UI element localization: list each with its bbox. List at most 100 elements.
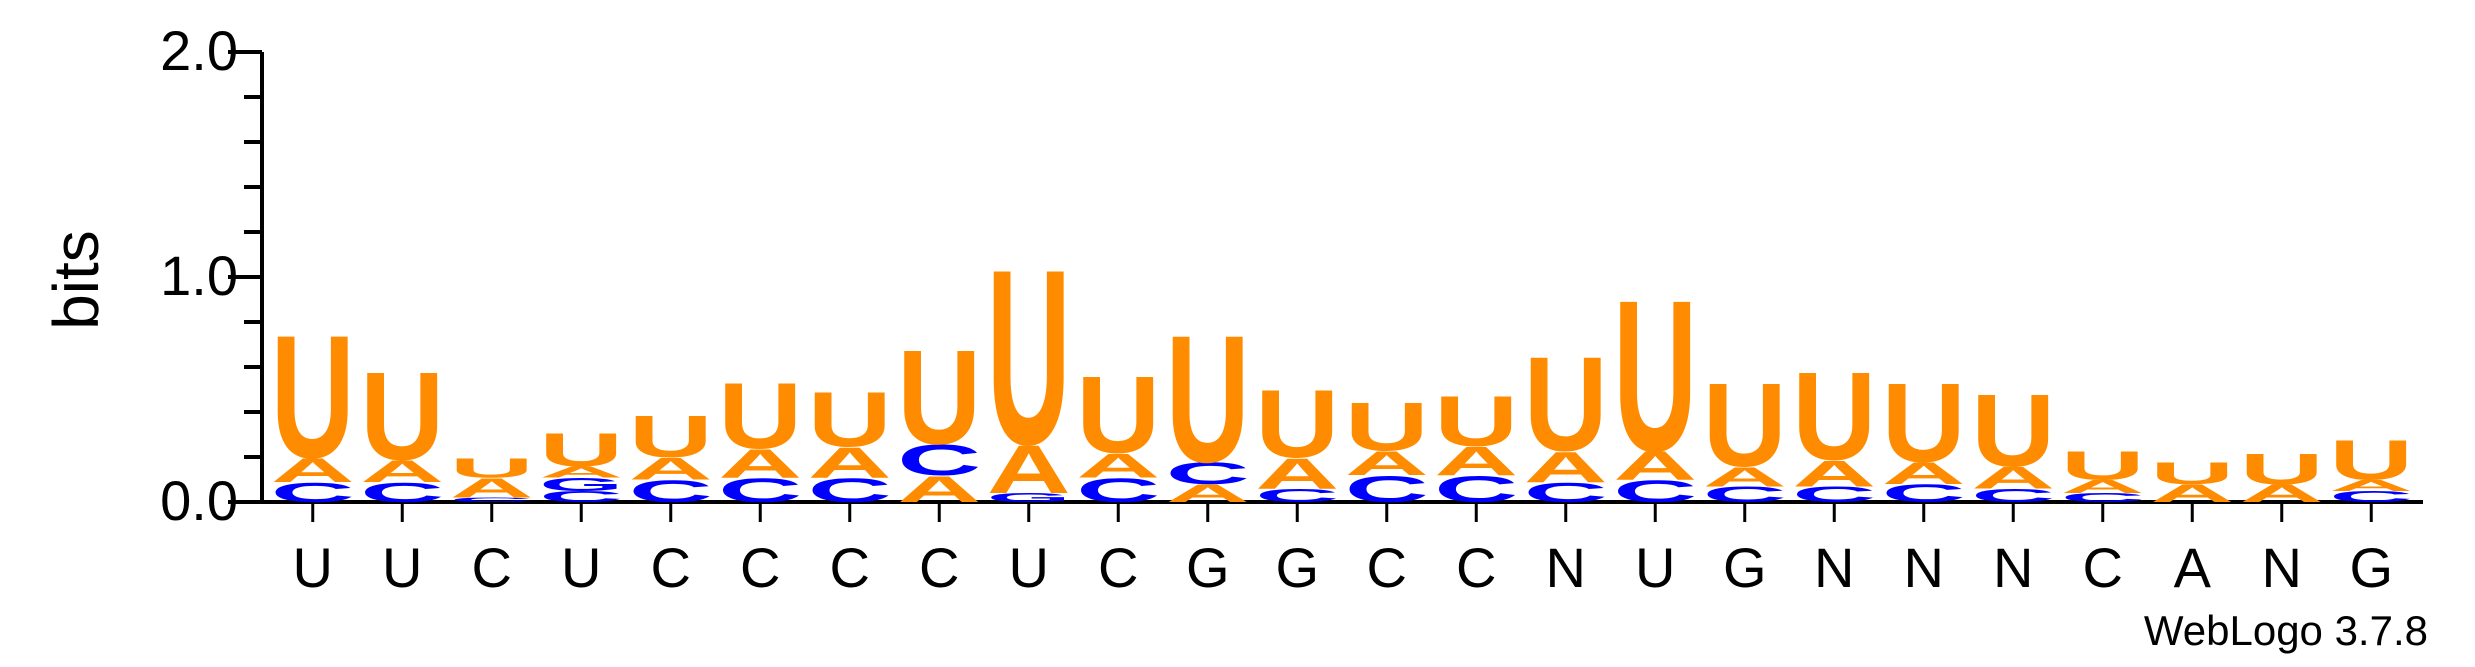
x-tick-label-21: C — [2083, 536, 2123, 599]
x-tick-label-17: G — [1723, 536, 1767, 599]
logo-column-2: CAU — [360, 346, 444, 508]
ytick-label-0: 0.0 — [160, 469, 238, 532]
glyph-a-pos-21: A — [2061, 476, 2145, 497]
glyph-u-pos-21: U — [2061, 443, 2145, 488]
x-tick-label-5: C — [651, 536, 691, 599]
glyph-u-pos-20: U — [1971, 374, 2055, 488]
logo-column-19: CAU — [1882, 360, 1966, 507]
x-tick-label-9: U — [1009, 536, 1049, 599]
logo-column-12: CAU — [1255, 369, 1339, 506]
glyph-c-pos-8: C — [897, 435, 981, 484]
glyph-u-pos-13: U — [1345, 389, 1429, 465]
glyph-a-pos-9: A — [987, 432, 1071, 508]
glyph-a-pos-14: A — [1434, 439, 1518, 484]
glyph-u-pos-2: U — [360, 346, 444, 486]
glyph-u-pos-9: U — [987, 218, 1071, 498]
ytick-label-2: 2.0 — [160, 19, 238, 82]
logo-column-8: ACU — [897, 322, 981, 511]
x-tick-label-24: G — [2349, 536, 2393, 599]
glyph-a-pos-2: A — [360, 454, 444, 489]
glyph-u-pos-24: U — [2329, 429, 2413, 492]
logo-column-5: CAU — [629, 403, 713, 509]
logo-column-6: CAU — [718, 364, 802, 510]
weblogo-version-footer: WebLogo 3.7.8 — [2144, 607, 2428, 654]
logo-column-11: ACU — [1166, 298, 1250, 507]
glyph-a-pos-13: A — [1345, 444, 1429, 482]
y-tick-labels: 0.0 1.0 2.0 — [160, 19, 238, 532]
x-tick-label-23: N — [2262, 536, 2302, 599]
x-tick-label-20: N — [1993, 536, 2033, 599]
glyph-a-pos-18: A — [1792, 453, 1876, 495]
logo-column-23: AU — [2240, 444, 2324, 507]
glyph-u-pos-4: U — [539, 424, 623, 476]
logo-column-7: CAU — [808, 375, 892, 510]
logo-column-24: CAU — [2329, 429, 2413, 505]
glyph-u-pos-18: U — [1792, 346, 1876, 486]
glyph-u-pos-10: U — [1076, 354, 1160, 476]
x-tick-label-14: C — [1456, 536, 1496, 599]
glyph-g-pos-4: G — [539, 474, 623, 495]
glyph-a-pos-3: A — [450, 472, 534, 504]
glyph-u-pos-12: U — [1255, 369, 1339, 478]
x-tick-label-4: U — [561, 536, 601, 599]
x-tick-label-16: U — [1635, 536, 1675, 599]
glyph-u-pos-22: U — [2150, 456, 2234, 491]
glyph-u-pos-5: U — [629, 403, 713, 470]
logo-column-20: CAU — [1971, 374, 2055, 506]
x-tick-label-10: C — [1098, 536, 1138, 599]
glyph-a-pos-16: A — [1613, 443, 1697, 488]
glyph-a-pos-17: A — [1703, 461, 1787, 493]
x-tick-label-13: C — [1367, 536, 1407, 599]
x-tick-label-8: C — [919, 536, 959, 599]
glyph-c-pos-24: C — [2329, 488, 2413, 506]
logo-column-15: CAU — [1524, 328, 1608, 508]
x-tick-label-1: U — [293, 536, 333, 599]
x-tick-label-15: N — [1546, 536, 1586, 599]
glyph-a-pos-12: A — [1255, 449, 1339, 498]
x-tick-label-18: N — [1814, 536, 1854, 599]
glyph-u-pos-15: U — [1524, 328, 1608, 479]
glyph-u-pos-3: U — [450, 452, 534, 484]
glyph-a-pos-4: A — [539, 463, 623, 481]
glyph-u-pos-6: U — [718, 364, 802, 469]
glyph-c-pos-11: C — [1166, 456, 1250, 491]
glyph-c-pos-21: C — [2061, 491, 2145, 505]
glyph-u-pos-8: U — [897, 322, 981, 473]
x-tick-label-6: C — [740, 536, 780, 599]
glyph-c-pos-3: C — [450, 496, 534, 503]
logo-column-10: CAU — [1076, 354, 1160, 510]
glyph-a-pos-7: A — [808, 437, 892, 486]
logo-column-3: CAU — [450, 452, 534, 504]
glyph-a-pos-1: A — [271, 451, 355, 489]
glyph-c-pos-12: C — [1255, 485, 1339, 506]
glyph-a-pos-5: A — [629, 452, 713, 487]
x-tick-label-2: U — [382, 536, 422, 599]
x-tick-label-3: C — [472, 536, 512, 599]
ytick-label-1: 1.0 — [160, 244, 238, 307]
x-tick-label-7: C — [830, 536, 870, 599]
logo-column-14: CAU — [1434, 381, 1518, 510]
logo-column-16: CAU — [1613, 255, 1697, 509]
logo-column-17: CAU — [1703, 359, 1787, 507]
logo-column-1: CAU — [271, 299, 355, 508]
glyph-c-pos-4: C — [539, 488, 623, 506]
x-tick-label-12: G — [1275, 536, 1319, 599]
glyph-c-pos-20: C — [1971, 485, 2055, 506]
glyph-a-pos-19: A — [1882, 456, 1966, 491]
glyph-u-pos-23: U — [2240, 444, 2324, 493]
glyph-u-pos-19: U — [1882, 360, 1966, 486]
logo-column-13: CAU — [1345, 389, 1429, 510]
glyph-u-pos-17: U — [1703, 359, 1787, 491]
x-tick-label-19: N — [1904, 536, 1944, 599]
x-tick-label-22: A — [2174, 536, 2212, 599]
glyph-a-pos-24: A — [2329, 477, 2413, 495]
glyph-u-pos-14: U — [1434, 381, 1518, 461]
glyph-u-pos-11: U — [1166, 298, 1250, 500]
logo-column-21: CAU — [2061, 443, 2145, 505]
logo-column-18: CAU — [1792, 346, 1876, 506]
y-minor-ticks — [228, 50, 262, 504]
